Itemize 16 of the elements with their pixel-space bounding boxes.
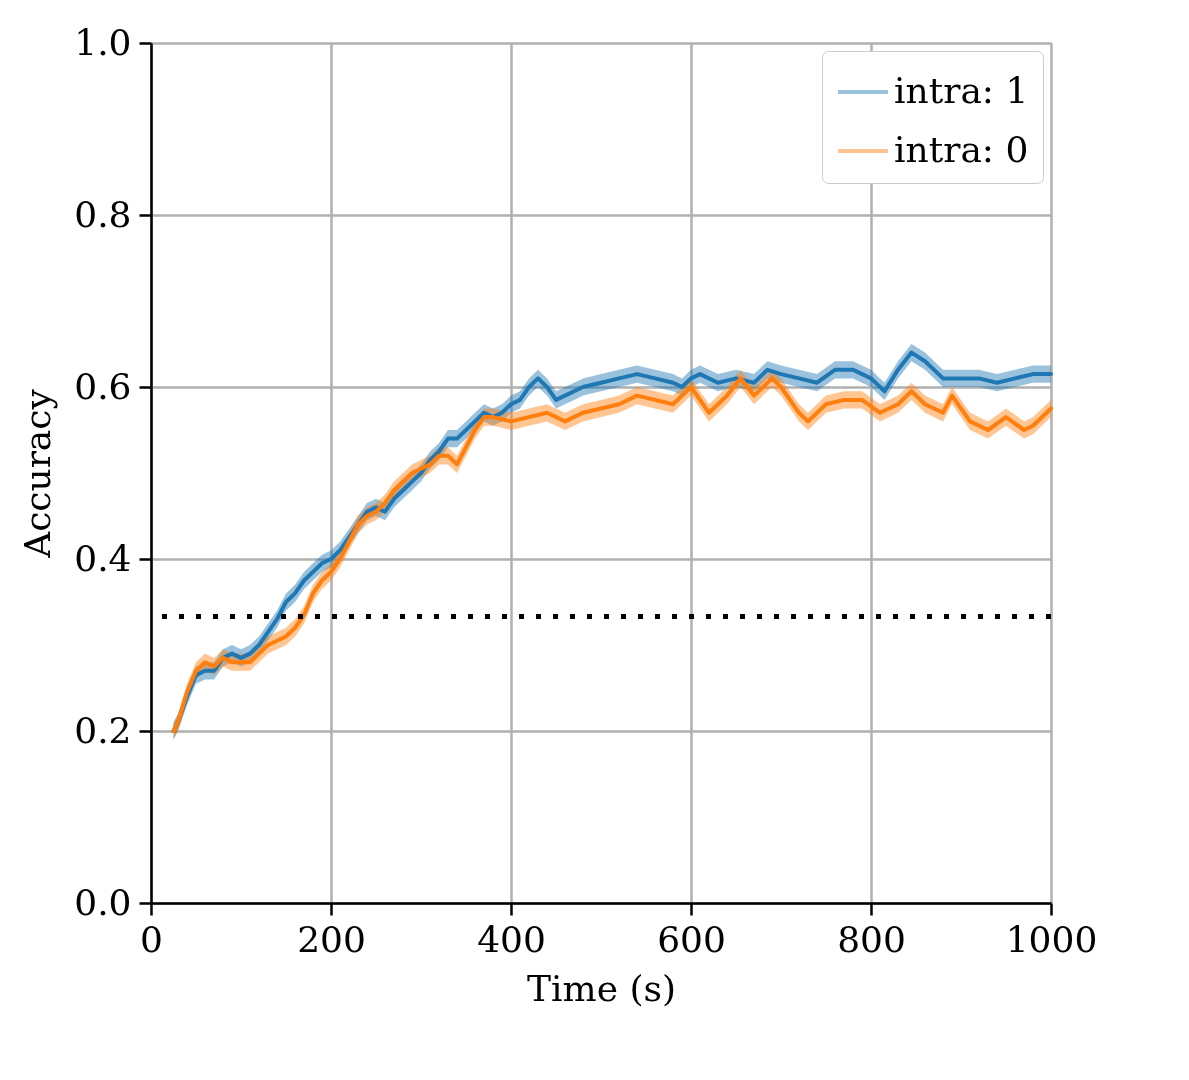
x-tick-label: 400: [477, 918, 546, 960]
x-axis-title: Time (s): [527, 967, 676, 1009]
legend-label: intra: 0: [894, 129, 1029, 170]
y-tick-label: 0.0: [74, 881, 132, 923]
y-tick-label: 1.0: [74, 21, 132, 63]
x-tick-label: 0: [140, 918, 163, 960]
x-tick-label: 800: [837, 918, 906, 960]
x-tick-label: 600: [657, 918, 726, 960]
y-tick-label: 0.8: [74, 193, 132, 235]
y-axis-title: Accuracy: [17, 388, 59, 559]
y-tick-label: 0.4: [74, 537, 132, 579]
x-tick-label: 200: [297, 918, 366, 960]
x-tick-label: 1000: [1005, 918, 1098, 960]
y-tick-label: 0.2: [74, 709, 132, 751]
y-tick-label: 0.6: [74, 365, 132, 407]
legend-label: intra: 1: [894, 70, 1029, 111]
